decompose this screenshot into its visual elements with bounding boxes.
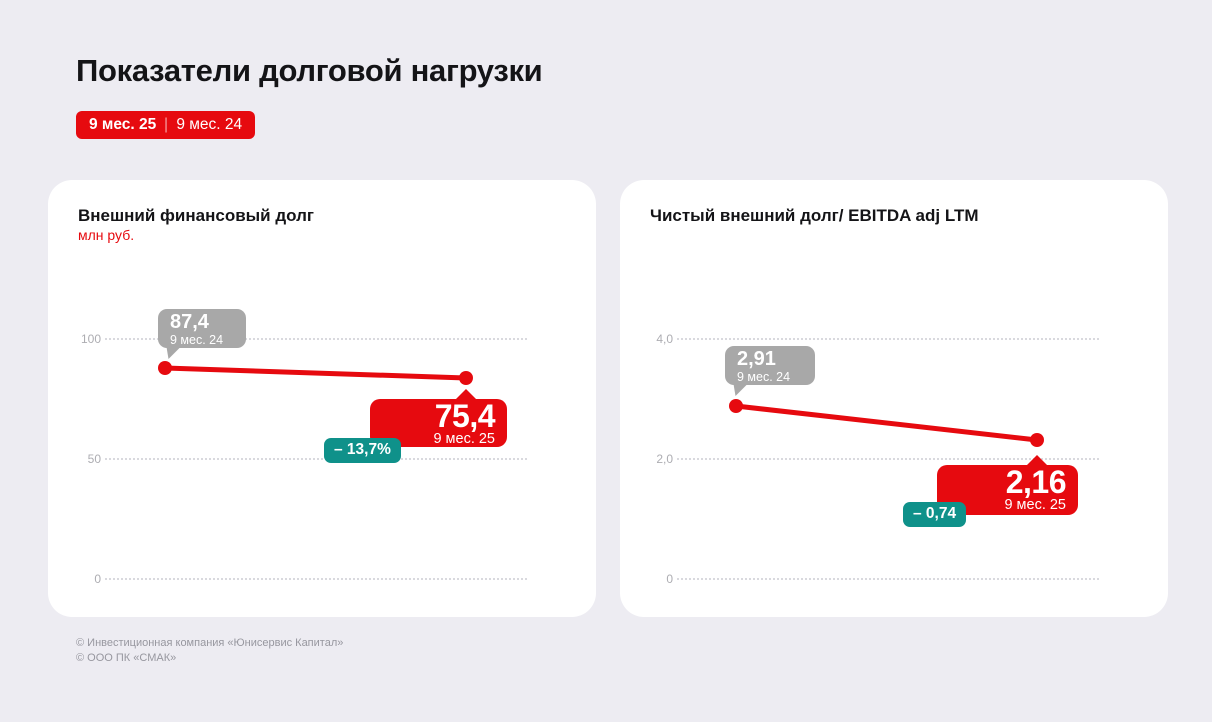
y-tick-label: 4,0 (656, 332, 673, 346)
cards-row: Внешний финансовый долг млн руб. 100 50 … (48, 180, 1212, 617)
gridline-dots (677, 338, 1099, 340)
prev-value-callout: 2,91 9 мес. 24 (725, 346, 815, 385)
curr-period: 9 мес. 25 (1004, 497, 1066, 513)
curr-period: 9 мес. 25 (433, 431, 495, 447)
prev-value: 2,91 (737, 348, 776, 370)
prev-period: 9 мес. 24 (737, 370, 791, 384)
curr-value: 2,16 (1005, 464, 1067, 500)
period-separator: | (164, 116, 168, 133)
trend-line-chart (158, 361, 473, 385)
card-title: Внешний финансовый долг (78, 206, 314, 225)
footer: © Инвестиционная компания «Юнисервис Кап… (76, 636, 1212, 666)
y-tick-label: 0 (94, 572, 101, 586)
period-badge: 9 мес. 25 | 9 мес. 24 (76, 111, 256, 139)
prev-value: 87,4 (170, 311, 209, 333)
card-subtitle: млн руб. (78, 227, 135, 243)
card-title: Чистый внешний долг/ EBITDA adj LTM (650, 206, 979, 225)
y-tick-label: 2,0 (656, 452, 673, 466)
data-point-prev (729, 399, 743, 413)
gridline-dots (105, 458, 527, 460)
delta-badge: – 0,74 (903, 502, 967, 527)
period-current: 9 мес. 25 (89, 116, 157, 133)
y-tick-label: 100 (80, 332, 101, 346)
card-net-debt-ebitda: Чистый внешний долг/ EBITDA adj LTM 4,0 … (620, 180, 1168, 617)
prev-period: 9 мес. 24 (170, 333, 224, 347)
badge-row: 9 мес. 25 | 9 мес. 24 (76, 111, 1212, 139)
gridline-dots (677, 458, 1099, 460)
prev-value-callout: 87,4 9 мес. 24 (158, 309, 246, 348)
trend-line-chart (729, 399, 1044, 447)
footer-line-company: © Инвестиционная компания «Юнисервис Кап… (76, 637, 344, 649)
gridline-dots (105, 338, 527, 340)
card-external-debt: Внешний финансовый долг млн руб. 100 50 … (48, 180, 596, 617)
curr-value: 75,4 (434, 398, 496, 434)
gridline-dots (105, 578, 527, 580)
delta-badge: – 13,7% (324, 438, 401, 463)
data-point-curr (459, 371, 473, 385)
data-point-prev (158, 361, 172, 375)
period-previous: 9 мес. 24 (176, 116, 243, 133)
trend-line (733, 403, 1040, 443)
y-tick-label: 0 (666, 572, 673, 586)
trend-line (162, 365, 469, 381)
y-tick-label: 50 (87, 452, 101, 466)
data-point-curr (1030, 433, 1044, 447)
gridline-dots (677, 578, 1099, 580)
page-title: Показатели долговой нагрузки (76, 53, 543, 88)
slide: Показатели долговой нагрузки 9 мес. 25 |… (0, 52, 1212, 722)
footer-line-issuer: © ООО ПК «СМАК» (76, 652, 177, 664)
